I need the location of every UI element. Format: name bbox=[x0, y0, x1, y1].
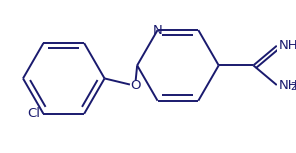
Text: N: N bbox=[153, 24, 163, 37]
Text: NH: NH bbox=[279, 39, 296, 52]
Text: NH: NH bbox=[279, 78, 296, 91]
Text: 2: 2 bbox=[291, 82, 296, 92]
Text: Cl: Cl bbox=[28, 107, 41, 120]
Text: O: O bbox=[130, 79, 140, 92]
